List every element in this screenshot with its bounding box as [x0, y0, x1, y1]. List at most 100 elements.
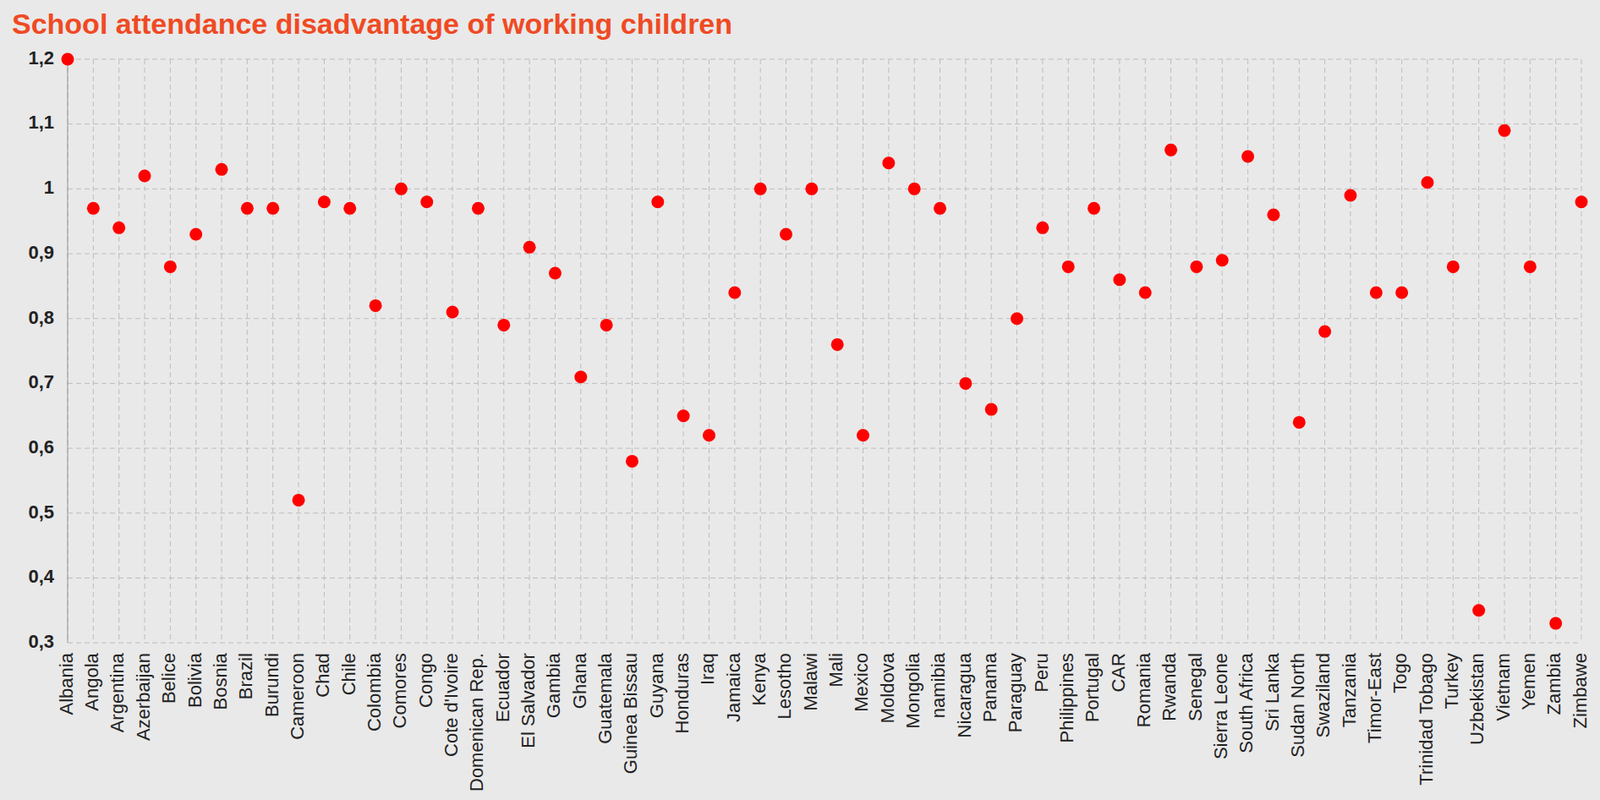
y-grid-line [67, 642, 1582, 644]
point [446, 306, 460, 319]
x-tick-label: Argentina [106, 652, 128, 733]
x-grid-line [67, 59, 69, 643]
x-tick-label: Guyana [646, 652, 668, 718]
x-tick-label: Ecuador [492, 652, 514, 723]
x-tick-label: Kenya [748, 652, 770, 706]
x-tick-label: Cote d'Ivoire [440, 652, 462, 757]
point [1523, 260, 1537, 274]
x-grid-line [221, 59, 223, 643]
y-tick-label: 0,3 [27, 630, 55, 653]
x-tick-label: Mongolia [902, 652, 924, 729]
x-grid-line [991, 59, 992, 643]
x-tick-label: Albania [55, 652, 77, 715]
x-grid-line [1349, 59, 1351, 643]
x-grid-line [1145, 59, 1146, 643]
x-grid-line [1016, 59, 1018, 643]
x-grid-line [606, 59, 608, 643]
x-tick-label: Congo [415, 652, 437, 708]
x-grid-line [452, 59, 454, 643]
y-tick-label: 0,6 [27, 436, 55, 458]
point [1343, 189, 1357, 203]
x-tick-label: Vietnam [1492, 652, 1514, 721]
x-tick-label: Colombia [363, 652, 385, 732]
point [1369, 286, 1383, 300]
point [856, 428, 870, 442]
x-tick-label: Azerbaijan [132, 652, 154, 741]
y-grid-line [67, 577, 1582, 579]
x-grid-line [144, 59, 146, 643]
y-tick-label: 0,9 [27, 241, 55, 264]
x-grid-line [529, 59, 531, 643]
x-tick-label: Burundi [261, 652, 283, 718]
point [1112, 273, 1126, 286]
point [1010, 312, 1024, 325]
y-tick-label: 0,5 [27, 501, 55, 523]
x-grid-line [426, 59, 428, 643]
point [1266, 208, 1280, 222]
x-grid-line [708, 59, 710, 643]
point [1420, 175, 1434, 189]
y-tick-label: 0,7 [27, 371, 55, 393]
x-grid-line [964, 59, 966, 643]
x-tick-label: Timor-East [1364, 652, 1386, 744]
x-grid-line [1401, 59, 1403, 643]
point [1164, 143, 1178, 157]
point [497, 318, 510, 332]
point [1497, 124, 1511, 137]
y-axis-line [67, 59, 69, 643]
x-axis: AlbaniaAngolaArgentinaAzerbaijanBeliceBo… [55, 652, 1591, 792]
x-tick-label: Peru [1030, 652, 1053, 692]
x-tick-label: Yemen [1517, 652, 1540, 711]
background [0, 0, 1600, 800]
point [1062, 260, 1075, 274]
point [1549, 617, 1562, 631]
x-tick-label: Bosnia [209, 652, 231, 710]
x-grid-line [1503, 59, 1505, 643]
x-grid-line [1452, 59, 1454, 643]
x-grid-line [1195, 59, 1197, 643]
x-tick-label: Cameroon [286, 652, 308, 740]
x-tick-label: Guatemala [594, 652, 616, 744]
x-grid-line [1426, 59, 1428, 643]
y-grid-line [67, 448, 1582, 450]
x-grid-line [323, 59, 325, 643]
point [1446, 260, 1460, 274]
point [369, 299, 383, 313]
point [138, 169, 152, 183]
x-grid-line [914, 59, 916, 643]
x-tick-label: Paraguay [1004, 652, 1026, 733]
x-grid-line [1093, 59, 1095, 643]
x-grid-line [760, 59, 762, 643]
x-tick-label: Turkey [1441, 652, 1463, 709]
point [189, 228, 203, 242]
x-tick-label: Philippines [1056, 652, 1078, 743]
x-grid-line [246, 59, 248, 643]
x-tick-label: Malawi [800, 652, 822, 711]
x-grid-line [1068, 59, 1069, 643]
point [394, 182, 408, 196]
x-grid-line [349, 59, 351, 643]
x-tick-label: Domenican Rep. [465, 652, 488, 792]
point [471, 202, 485, 215]
y-axis: 0,30,40,50,60,70,80,911,11,2 [27, 47, 55, 653]
x-tick-label: Romania [1133, 652, 1155, 728]
x-grid-line [272, 59, 274, 643]
point [831, 338, 844, 351]
x-grid-line [93, 59, 94, 643]
x-grid-line [1555, 59, 1557, 643]
point [1087, 202, 1101, 215]
x-grid-line [503, 59, 505, 643]
point [164, 260, 177, 274]
point [292, 493, 306, 507]
x-tick-label: Mali [825, 652, 847, 687]
x-tick-label: Gambia [542, 652, 565, 718]
point [548, 267, 562, 280]
chart: School attendance disadvantage of workin… [0, 0, 1600, 800]
x-tick-label: Brazil [235, 652, 257, 700]
point [87, 202, 100, 215]
x-grid-line [1221, 59, 1223, 643]
x-grid-line [1118, 59, 1120, 643]
point [702, 428, 716, 442]
x-tick-label: Uzbekistan [1466, 652, 1488, 746]
x-tick-label: Ghana [569, 652, 591, 709]
